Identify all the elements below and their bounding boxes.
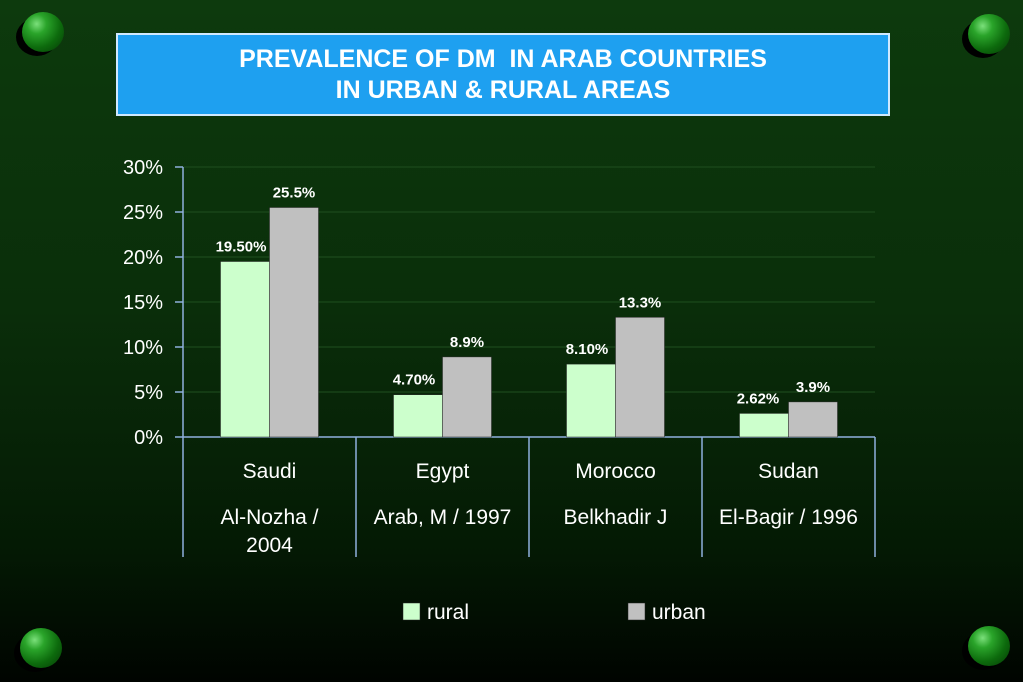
y-tick-label: 5% bbox=[134, 382, 163, 404]
subcategory-label: Belkhadir J bbox=[564, 506, 668, 529]
subcategory-label: 2004 bbox=[246, 534, 293, 557]
chart-title-line-1: PREVALENCE OF DM IN ARAB COUNTRIES bbox=[239, 44, 767, 73]
y-tick-label: 10% bbox=[123, 337, 163, 359]
data-label-rural: 19.50% bbox=[216, 239, 267, 256]
data-label-urban: 13.3% bbox=[619, 294, 662, 311]
bar-rural bbox=[739, 413, 789, 438]
decorative-orb-bottom-left bbox=[14, 628, 64, 672]
category-label: Morocco bbox=[575, 460, 656, 483]
subcategory-label: El-Bagir / 1996 bbox=[719, 506, 858, 529]
bar-rural bbox=[393, 394, 443, 438]
bar-urban bbox=[615, 317, 665, 438]
y-tick-label: 0% bbox=[134, 427, 163, 449]
chart-title-line-2: IN URBAN & RURAL AREAS bbox=[335, 75, 671, 104]
decorative-orb-top-right bbox=[962, 14, 1012, 58]
y-tick-label: 30% bbox=[123, 157, 163, 179]
data-label-rural: 8.10% bbox=[566, 341, 609, 358]
y-tick-label: 20% bbox=[123, 247, 163, 269]
data-label-urban: 8.9% bbox=[450, 334, 484, 351]
bar-rural bbox=[566, 363, 616, 438]
y-tick-label: 15% bbox=[123, 292, 163, 314]
data-label-urban: 3.9% bbox=[796, 379, 830, 396]
legend-label-rural: rural bbox=[427, 601, 469, 624]
chart-title-box: PREVALENCE OF DM IN ARAB COUNTRIES IN UR… bbox=[116, 33, 890, 116]
bar-urban bbox=[788, 401, 838, 438]
bar-urban bbox=[442, 356, 492, 438]
bar-rural bbox=[220, 261, 270, 438]
category-label: Sudan bbox=[758, 460, 819, 483]
decorative-orb-top-left bbox=[16, 12, 66, 56]
category-label: Saudi bbox=[243, 460, 297, 483]
subcategory-label: Al-Nozha / bbox=[220, 506, 318, 529]
legend-swatch-urban bbox=[627, 602, 646, 621]
data-label-rural: 2.62% bbox=[737, 390, 780, 407]
legend-swatch-rural bbox=[402, 602, 421, 621]
bar-urban bbox=[269, 207, 319, 438]
decorative-orb-bottom-right bbox=[962, 626, 1012, 670]
subcategory-label: Arab, M / 1997 bbox=[374, 506, 512, 529]
legend-label-urban: urban bbox=[652, 601, 706, 624]
y-tick-label: 25% bbox=[123, 202, 163, 224]
data-label-rural: 4.70% bbox=[393, 372, 436, 389]
data-label-urban: 25.5% bbox=[273, 185, 316, 202]
category-label: Egypt bbox=[416, 460, 470, 483]
